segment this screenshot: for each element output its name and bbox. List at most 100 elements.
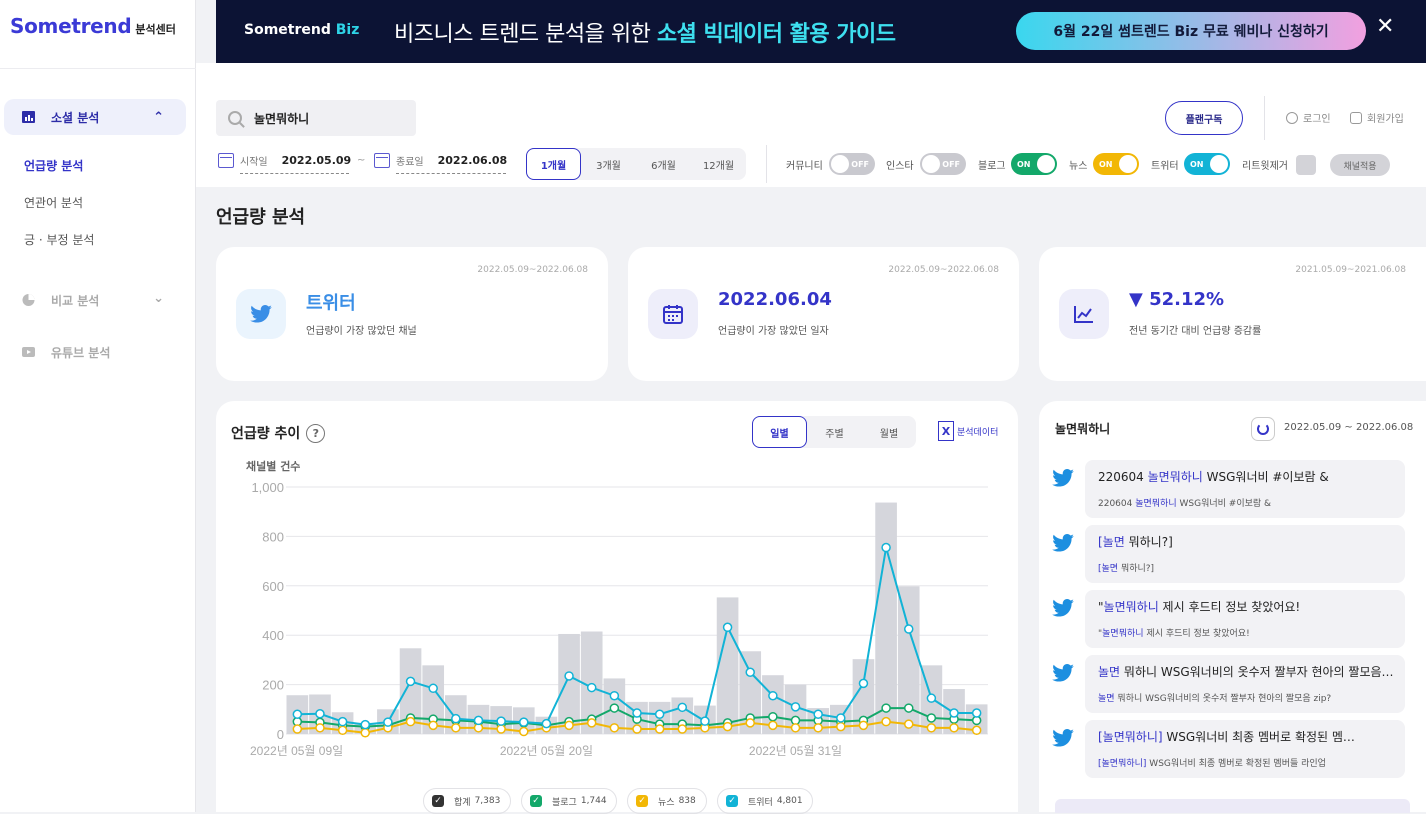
keyword-highlight: [놀면뭐하니]: [1098, 759, 1147, 769]
y-tick-label: 0: [277, 727, 284, 742]
chevron-up-icon: ⌃: [153, 110, 164, 125]
search-input[interactable]: 놀면뭐하니: [216, 100, 416, 136]
gran-daily[interactable]: 일별: [752, 416, 807, 448]
keyword-highlight: 놀면뭐하니: [1103, 600, 1159, 614]
channel-twitter-label: 트위터: [1151, 161, 1179, 172]
data-point: [405, 676, 416, 687]
post-item[interactable]: [놀면 뭐하니?] [놀면 뭐하니?]: [1052, 525, 1405, 583]
data-point: [677, 702, 688, 713]
post-item[interactable]: 놀면 뭐하니 WSG워너비의 옷수저 짤부자 현아의 짤모음 zi… 놀면 뭐하니…: [1052, 655, 1405, 713]
feed-bottom-edge: [1055, 799, 1410, 813]
post-item[interactable]: "놀면뭐하니 제시 후드티 정보 찾았어요! "놀면뭐하니 제시 후드티 정보 찾…: [1052, 590, 1405, 648]
trend-icon: [1059, 289, 1109, 339]
data-point: [768, 720, 778, 731]
period-12m[interactable]: 12개월: [702, 160, 735, 172]
sidebar-group-compare[interactable]: 비교 분석 ⌄: [4, 282, 186, 318]
sidebar-item-sentiment[interactable]: 긍 · 부정 분석: [24, 233, 95, 247]
chevron-down-icon: ⌄: [153, 291, 164, 306]
checkbox-icon: ✓: [726, 795, 738, 807]
data-point: [428, 683, 438, 694]
channel-apply-button[interactable]: 채널적용: [1330, 154, 1390, 176]
banner-close-icon[interactable]: ✕: [1376, 14, 1395, 39]
banner-logo-accent: Biz: [335, 22, 360, 38]
retweet-remove-checkbox[interactable]: [1296, 155, 1316, 175]
twitter-icon: [1052, 534, 1074, 552]
toggle-state: ON: [1099, 159, 1113, 169]
data-point: [360, 728, 371, 738]
post-snippet: "놀면뭐하니 제시 후드티 정보 찾았어요!: [1098, 626, 1394, 639]
channel-instagram-toggle[interactable]: OFF: [920, 153, 966, 175]
signup-link[interactable]: 회원가입: [1350, 110, 1404, 125]
keyword-highlight: 놀면뭐하니: [1102, 629, 1144, 639]
legend-value: 7,383: [474, 796, 501, 806]
promo-banner[interactable]: Sometrend Biz 비즈니스 트렌드 분석을 위한 소셜 빅데이터 활용…: [216, 0, 1426, 63]
post-title-pre: 220604: [1098, 470, 1148, 484]
legend-news[interactable]: ✓ 뉴스 838: [627, 788, 707, 814]
post-snippet: 220604 놀면뭐하니 WSG워너비 #이보람 &: [1098, 496, 1394, 509]
start-date-underline: [240, 173, 349, 174]
banner-cta-button[interactable]: 6월 22일 썸트렌드 Biz 무료 웨비나 신청하기: [1016, 12, 1366, 50]
post-snippet: [놀면뭐하니] WSG워너비 최종 멤버로 확정된 멤버들 라인업: [1098, 756, 1394, 769]
channel-news-toggle[interactable]: ON: [1093, 153, 1139, 175]
legend-total[interactable]: ✓ 합계 7,383: [423, 788, 511, 814]
refresh-icon[interactable]: [1251, 417, 1275, 441]
data-point: [903, 703, 914, 713]
checkbox-icon: ✓: [432, 795, 444, 807]
post-item[interactable]: 220604 놀면뭐하니 WSG워너비 #이보람 & 220604 놀면뭐하니 W…: [1052, 460, 1405, 518]
y-tick-label: 200: [262, 678, 284, 693]
period-3m[interactable]: 3개월: [596, 160, 621, 172]
keyword-highlight: 놀면뭐하니: [1135, 499, 1177, 509]
data-point: [971, 725, 982, 736]
sidebar-group-youtube[interactable]: 유튜브 분석: [4, 334, 186, 370]
post-snippet: [놀면 뭐하니?]: [1098, 561, 1394, 574]
sidebar-group-social[interactable]: 소셜 분석 ⌃: [4, 99, 186, 135]
calendar-icon: [218, 153, 234, 168]
sidebar: Sometrend 분석센터 소셜 분석 ⌃ 언급량 분석 연관어 분석 긍 ·…: [0, 0, 196, 812]
keyword-highlight: 놀면: [1098, 694, 1115, 704]
data-point: [858, 720, 869, 731]
granularity-selector: 일별 주별 월별: [752, 416, 916, 448]
logo[interactable]: Sometrend 분석센터: [10, 14, 176, 40]
post-snippet-post: 제시 후드티 정보 찾았어요!: [1143, 629, 1250, 639]
period-selector: 1개월 3개월 6개월 12개월: [526, 148, 746, 180]
bar: [739, 651, 762, 734]
help-icon[interactable]: ?: [306, 423, 326, 443]
data-point: [903, 719, 914, 729]
excel-download-button[interactable]: X 분석데이터: [938, 421, 998, 441]
gran-monthly[interactable]: 월별: [879, 428, 899, 440]
legend-blog[interactable]: ✓ 블로그 1,744: [521, 788, 617, 814]
period-1m[interactable]: 1개월: [526, 148, 581, 180]
data-point: [360, 719, 371, 730]
sidebar-group-label: 소셜 분석: [51, 110, 100, 125]
data-point: [586, 718, 597, 728]
data-point: [451, 713, 461, 724]
data-point: [949, 708, 959, 718]
banner-headline-prefix: 비즈니스 트렌드 분석을 위한: [394, 22, 657, 47]
post-title: 놀면 뭐하니 WSG워너비의 옷수저 짤부자 현아의 짤모음 zi…: [1098, 663, 1394, 680]
plan-subscribe-button[interactable]: 플랜구독: [1165, 101, 1243, 135]
channel-blog-toggle[interactable]: ON: [1011, 153, 1057, 175]
chart-y-label: 채널별 건수: [246, 460, 301, 473]
sidebar-item-mentions[interactable]: 언급량 분석: [24, 159, 84, 173]
end-date-picker[interactable]: 종료일 2022.06.08: [374, 153, 507, 168]
login-link[interactable]: 로그인: [1286, 110, 1331, 125]
banner-headline: 비즈니스 트렌드 분석을 위한 소셜 빅데이터 활용 가이드: [394, 16, 896, 48]
data-point: [496, 716, 506, 726]
legend-value: 838: [678, 796, 696, 806]
channel-community-toggle[interactable]: OFF: [829, 153, 875, 175]
end-date-label: 종료일: [396, 157, 424, 168]
channel-twitter-toggle[interactable]: ON: [1184, 153, 1230, 175]
period-6m[interactable]: 6개월: [651, 160, 676, 172]
mention-trend-chart: 1,000 800 600 400 200 0 2022년 05월 09일 2022년 05월…: [250, 480, 988, 758]
post-item[interactable]: [놀면뭐하니] WSG워너비 최종 멤버로 확정된 멤… [놀면뭐하니] WSG…: [1052, 720, 1405, 778]
start-date-picker[interactable]: 시작일 2022.05.09: [218, 153, 351, 168]
logo-sub: 분석센터: [135, 23, 176, 36]
post-title-post: 뭐하니?]: [1124, 535, 1173, 549]
sidebar-item-related[interactable]: 연관어 분석: [24, 196, 84, 210]
data-point: [609, 723, 620, 733]
excel-download-label: 분석데이터: [957, 427, 999, 438]
banner-logo: Sometrend Biz: [244, 22, 359, 38]
legend-twitter[interactable]: ✓ 트위터 4,801: [717, 788, 813, 814]
gran-weekly[interactable]: 주별: [825, 428, 844, 440]
keyword-highlight: [놀면: [1098, 564, 1119, 574]
